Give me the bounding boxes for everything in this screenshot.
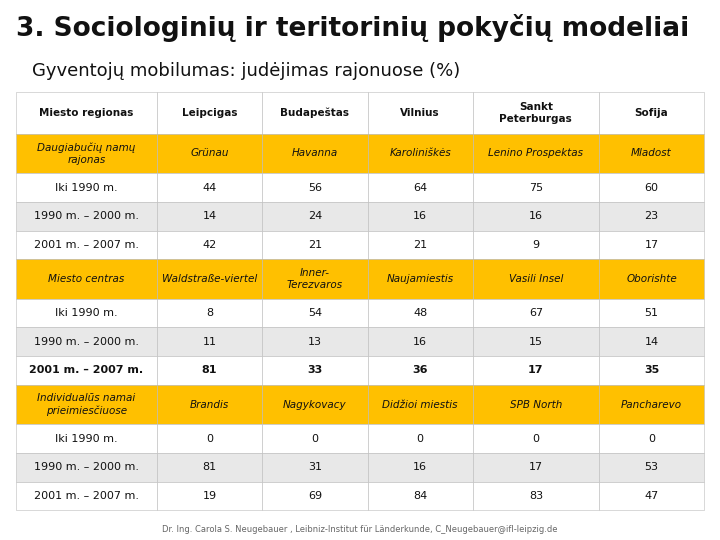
- Text: 21: 21: [413, 240, 427, 250]
- Text: 24: 24: [307, 211, 322, 221]
- Text: Lenino Prospektas: Lenino Prospektas: [488, 148, 583, 158]
- Text: Karoliniškės: Karoliniškės: [390, 148, 451, 158]
- Text: Naujamiestis: Naujamiestis: [387, 274, 454, 284]
- Text: 75: 75: [528, 183, 543, 193]
- Text: 44: 44: [202, 183, 217, 193]
- Text: 33: 33: [307, 366, 323, 375]
- Text: Sankt
Peterburgas: Sankt Peterburgas: [500, 102, 572, 124]
- Text: Vilnius: Vilnius: [400, 107, 440, 118]
- Text: Individualūs namai
prieimiesčiuose: Individualūs namai prieimiesčiuose: [37, 394, 135, 416]
- Text: 36: 36: [413, 366, 428, 375]
- Text: 69: 69: [308, 491, 322, 501]
- Text: Iki 1990 m.: Iki 1990 m.: [55, 183, 117, 193]
- Text: 1990 m. – 2000 m.: 1990 m. – 2000 m.: [34, 462, 139, 472]
- Text: 84: 84: [413, 491, 428, 501]
- Text: 16: 16: [413, 337, 427, 347]
- Text: 23: 23: [644, 211, 659, 221]
- Text: 0: 0: [206, 434, 213, 444]
- Text: 60: 60: [644, 183, 659, 193]
- Text: Vasili Insel: Vasili Insel: [508, 274, 563, 284]
- Text: Leipcigas: Leipcigas: [182, 107, 238, 118]
- Text: Pancharevo: Pancharevo: [621, 400, 682, 409]
- Text: Miesto regionas: Miesto regionas: [39, 107, 134, 118]
- Text: 8: 8: [206, 308, 213, 318]
- Text: Budapeštas: Budapeštas: [280, 107, 349, 118]
- Text: Havanna: Havanna: [292, 148, 338, 158]
- Text: 47: 47: [644, 491, 659, 501]
- Text: 17: 17: [644, 240, 659, 250]
- Text: Dr. Ing. Carola S. Neugebauer , Leibniz-Institut für Länderkunde, C_Neugebauer@i: Dr. Ing. Carola S. Neugebauer , Leibniz-…: [162, 524, 558, 534]
- Text: 1990 m. – 2000 m.: 1990 m. – 2000 m.: [34, 337, 139, 347]
- Text: Nagykovacy: Nagykovacy: [283, 400, 347, 409]
- Text: Oborishte: Oborishte: [626, 274, 677, 284]
- Text: 16: 16: [413, 462, 427, 472]
- Text: 0: 0: [648, 434, 655, 444]
- Text: 48: 48: [413, 308, 428, 318]
- Text: 42: 42: [202, 240, 217, 250]
- Text: Miesto centras: Miesto centras: [48, 274, 125, 284]
- Text: 0: 0: [417, 434, 424, 444]
- Text: 15: 15: [529, 337, 543, 347]
- Text: 0: 0: [532, 434, 539, 444]
- Text: 31: 31: [308, 462, 322, 472]
- Text: 81: 81: [202, 462, 217, 472]
- Text: 2001 m. – 2007 m.: 2001 m. – 2007 m.: [34, 240, 139, 250]
- Text: Daugiabučių namų
rajonas: Daugiabučių namų rajonas: [37, 143, 135, 165]
- Text: Mladost: Mladost: [631, 148, 672, 158]
- Text: Gyventojų mobilumas: judėjimas rajonuose (%): Gyventojų mobilumas: judėjimas rajonuose…: [32, 62, 461, 80]
- Text: 1990 m. – 2000 m.: 1990 m. – 2000 m.: [34, 211, 139, 221]
- Text: 67: 67: [528, 308, 543, 318]
- Text: 81: 81: [202, 366, 217, 375]
- Text: Brandis: Brandis: [190, 400, 229, 409]
- Text: 64: 64: [413, 183, 427, 193]
- Text: 13: 13: [308, 337, 322, 347]
- Text: 19: 19: [202, 491, 217, 501]
- Text: Sofija: Sofija: [634, 107, 668, 118]
- Text: 16: 16: [529, 211, 543, 221]
- Text: 3. Sociologinių ir teritorinių pokyčių modeliai: 3. Sociologinių ir teritorinių pokyčių m…: [16, 14, 689, 42]
- Text: Waldstraße-viertel: Waldstraße-viertel: [162, 274, 257, 284]
- Text: 83: 83: [528, 491, 543, 501]
- Text: 53: 53: [644, 462, 659, 472]
- Text: Grünau: Grünau: [190, 148, 229, 158]
- Text: 16: 16: [413, 211, 427, 221]
- Text: 2001 m. – 2007 m.: 2001 m. – 2007 m.: [34, 491, 139, 501]
- Text: 17: 17: [528, 366, 544, 375]
- Text: 54: 54: [308, 308, 322, 318]
- Text: 21: 21: [308, 240, 322, 250]
- Text: Didžioi miestis: Didžioi miestis: [382, 400, 458, 409]
- Text: 9: 9: [532, 240, 539, 250]
- Text: SPB North: SPB North: [510, 400, 562, 409]
- Text: 2001 m. – 2007 m.: 2001 m. – 2007 m.: [30, 366, 143, 375]
- Text: Inner-
Terezvaros: Inner- Terezvaros: [287, 268, 343, 290]
- Text: 0: 0: [312, 434, 318, 444]
- Text: 56: 56: [308, 183, 322, 193]
- Text: 35: 35: [644, 366, 659, 375]
- Text: 17: 17: [528, 462, 543, 472]
- Text: Iki 1990 m.: Iki 1990 m.: [55, 434, 117, 444]
- Text: Iki 1990 m.: Iki 1990 m.: [55, 308, 117, 318]
- Text: 14: 14: [644, 337, 659, 347]
- Text: 11: 11: [202, 337, 217, 347]
- Text: 51: 51: [644, 308, 659, 318]
- Text: 14: 14: [202, 211, 217, 221]
